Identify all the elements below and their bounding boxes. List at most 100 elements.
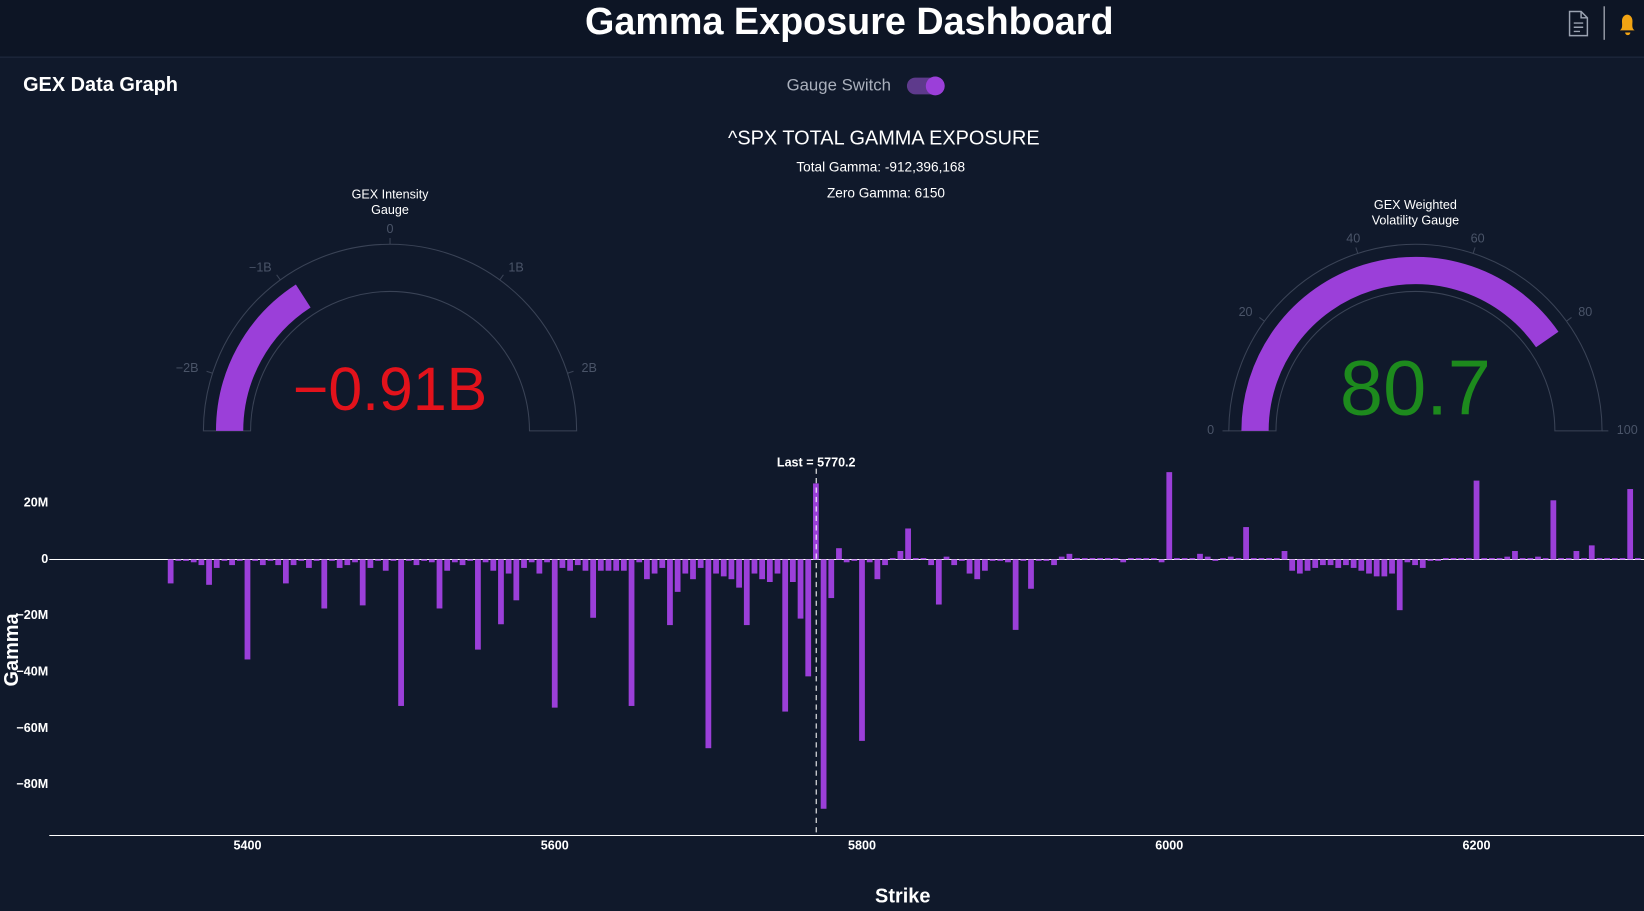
bar xyxy=(928,559,935,566)
bar xyxy=(1227,556,1234,560)
bar xyxy=(1465,558,1472,560)
bar xyxy=(982,559,988,571)
bar xyxy=(713,559,719,574)
bar xyxy=(1504,556,1511,560)
report-icon[interactable] xyxy=(1568,10,1589,37)
bar xyxy=(521,559,527,568)
bar xyxy=(167,559,174,584)
bar xyxy=(1519,558,1526,560)
bar xyxy=(1127,558,1134,560)
bar xyxy=(782,559,789,712)
bar xyxy=(736,559,742,588)
gauge-value-bar xyxy=(215,284,311,432)
y-tick-label: −40M xyxy=(16,664,48,678)
bar xyxy=(620,559,627,571)
header-bar xyxy=(0,0,1644,57)
switch-label: Gauge Switch xyxy=(787,75,891,94)
bar xyxy=(1496,558,1503,560)
bar xyxy=(1335,559,1342,568)
bar xyxy=(1296,559,1303,574)
gauge-tick xyxy=(499,274,504,281)
bar xyxy=(198,559,205,566)
gauge-tick-label: 20 xyxy=(1239,305,1253,319)
bar xyxy=(244,559,251,660)
bar xyxy=(275,559,282,566)
bar xyxy=(1542,558,1549,560)
bar xyxy=(1481,558,1488,560)
bar xyxy=(1343,559,1349,566)
bar xyxy=(482,559,489,563)
bar xyxy=(1373,559,1380,577)
gauge-title: GEX Intensity xyxy=(352,187,430,201)
gauge-switch[interactable] xyxy=(906,76,945,96)
bar xyxy=(1450,558,1457,560)
bar xyxy=(536,559,543,574)
bar xyxy=(1565,558,1572,560)
bar xyxy=(1281,551,1288,560)
gauge-tick-label: 60 xyxy=(1471,232,1485,246)
bar xyxy=(421,559,428,561)
bar xyxy=(644,559,650,580)
y-tick-label: 20M xyxy=(24,495,48,509)
bar xyxy=(1550,500,1557,560)
bar xyxy=(720,559,727,577)
notification-icon[interactable] xyxy=(1619,14,1635,36)
bar xyxy=(567,559,573,571)
bar xyxy=(951,559,958,566)
bar xyxy=(1588,545,1595,560)
bar xyxy=(766,559,773,582)
bar xyxy=(1258,558,1265,560)
bar xyxy=(1151,558,1157,560)
gauge-tick xyxy=(1259,317,1265,322)
bar xyxy=(613,559,620,571)
panel-title: GEX Data Graph xyxy=(23,74,178,96)
gauge-tick xyxy=(1566,317,1572,322)
bell-shape xyxy=(1619,14,1635,36)
bar xyxy=(1312,559,1319,568)
bar xyxy=(1489,558,1495,560)
gauge-tick-label: 100 xyxy=(1617,423,1638,437)
gauge-tick xyxy=(567,370,574,374)
report-icon-shape xyxy=(1568,10,1589,37)
bar xyxy=(974,559,981,580)
gauge-tick xyxy=(276,274,281,281)
bar xyxy=(636,559,643,563)
bar xyxy=(282,559,289,584)
bar xyxy=(1273,558,1280,560)
bar xyxy=(1097,558,1104,560)
bar xyxy=(935,559,942,605)
bar xyxy=(813,483,819,560)
bar xyxy=(321,559,328,609)
bar xyxy=(1104,558,1111,560)
bar xyxy=(1435,559,1442,561)
bar xyxy=(1243,527,1249,560)
bar xyxy=(1327,559,1334,566)
bar xyxy=(444,559,451,571)
bar xyxy=(889,558,896,560)
bar xyxy=(229,559,235,566)
bar xyxy=(1089,558,1096,560)
bar xyxy=(1473,480,1480,560)
bar xyxy=(1350,559,1357,568)
bar xyxy=(743,559,750,626)
bar xyxy=(1020,559,1027,561)
bar xyxy=(498,559,504,625)
bar xyxy=(1005,559,1011,563)
bar xyxy=(874,559,881,580)
bar xyxy=(789,559,796,582)
bar xyxy=(1396,559,1403,611)
bar xyxy=(1358,559,1365,571)
gauge-title: Gauge xyxy=(371,203,409,217)
bar xyxy=(390,559,397,561)
bar xyxy=(590,559,597,618)
bar xyxy=(551,559,558,708)
x-tick-label: 5800 xyxy=(848,838,876,852)
bar xyxy=(943,556,950,560)
gauge-tick-label: 0 xyxy=(1207,423,1214,437)
bar xyxy=(290,559,297,566)
bar xyxy=(190,559,197,563)
bar xyxy=(1619,558,1626,560)
bar xyxy=(359,559,366,606)
bar xyxy=(1604,558,1611,560)
bar xyxy=(306,559,312,568)
